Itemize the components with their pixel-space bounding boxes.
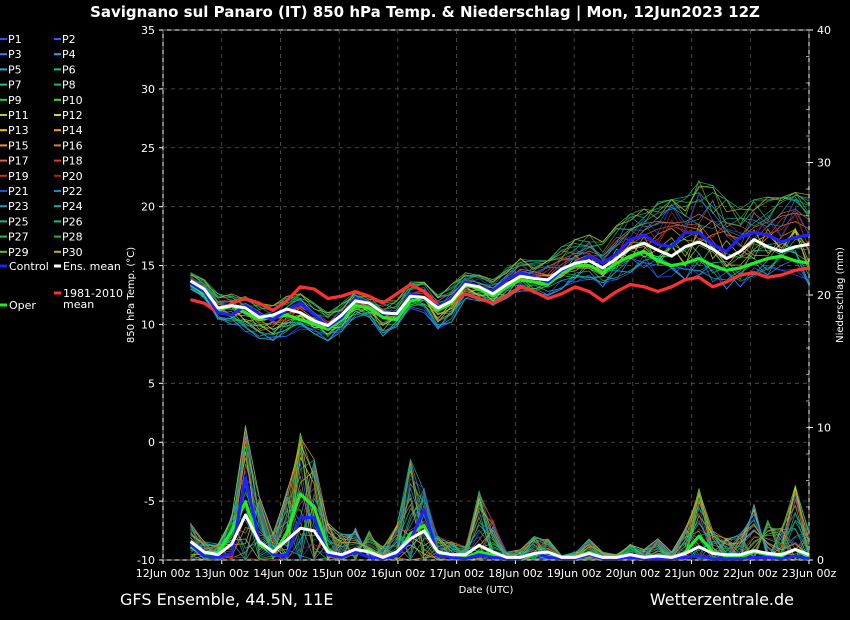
x-tick-label: 13Jun 00z xyxy=(195,567,250,580)
y2-tick-label: 30 xyxy=(817,157,831,170)
y-tick-label: 30 xyxy=(141,83,155,96)
legend-label: P2 xyxy=(62,33,76,46)
x-tick-label: 12Jun 00z xyxy=(136,567,191,580)
y-tick-label: 10 xyxy=(141,318,155,331)
series-temp-line xyxy=(189,231,810,329)
legend-label-cont: mean xyxy=(63,298,94,311)
legend-label: P29 xyxy=(8,246,29,259)
y-tick-label: 35 xyxy=(141,24,155,37)
footer-model: GFS Ensemble, 44.5N, 11E xyxy=(120,590,333,609)
legend-label: P27 xyxy=(8,231,29,244)
legend-label: P15 xyxy=(8,139,29,152)
x-tick-label: 19Jun 00z xyxy=(547,567,602,580)
y-axis-ticks: 35 30 25 20 15 10 5 0 -5 -10 xyxy=(137,24,163,567)
y-tick-label: -10 xyxy=(137,554,155,567)
member-temp-line xyxy=(190,192,810,320)
x-tick-label: 15Jun 00z xyxy=(312,567,367,580)
y-tick-label: -5 xyxy=(144,495,155,508)
legend-label: Control xyxy=(9,260,49,273)
legend-label: P10 xyxy=(62,94,83,107)
legend: P1 P2 P3 P4 P5 P6 P7 P8 P9 P10 P11 P12 P13 P14 P15 P16 P… xyxy=(0,33,123,312)
legend-label: P22 xyxy=(62,185,83,198)
y-tick-label: 25 xyxy=(141,142,155,155)
y-tick-label: 5 xyxy=(148,377,155,390)
y2-tick-label: 10 xyxy=(817,422,831,435)
legend-label: P30 xyxy=(62,246,83,259)
legend-label: P28 xyxy=(62,231,83,244)
footer-source: Wetterzentrale.de xyxy=(650,590,794,609)
x-tick-label: 20Jun 00z xyxy=(606,567,661,580)
legend-label: P3 xyxy=(8,48,22,61)
legend-label: P21 xyxy=(8,185,29,198)
x-tick-label: 23Jun 00z xyxy=(782,567,837,580)
legend-label: P8 xyxy=(62,79,76,92)
legend-label: P7 xyxy=(8,79,22,92)
legend-label: P20 xyxy=(62,170,83,183)
chart-title: Savignano sul Panaro (IT) 850 hPa Temp. … xyxy=(90,3,760,22)
x-axis-ticks: 12Jun 00z 13Jun 00z 14Jun 00z 15Jun 00z 16Ju… xyxy=(136,560,837,580)
legend-label: P18 xyxy=(62,155,83,168)
x-axis-label: Date (UTC) xyxy=(459,585,514,596)
legend-label: P19 xyxy=(8,170,29,183)
y2-tick-label: 40 xyxy=(817,24,831,37)
legend-label: P4 xyxy=(62,48,76,61)
member-temp-line xyxy=(190,227,810,336)
series-temp-line xyxy=(189,238,810,328)
x-tick-label: 18Jun 00z xyxy=(488,567,543,580)
x-tick-label: 16Jun 00z xyxy=(371,567,426,580)
legend-label: P9 xyxy=(8,94,22,107)
x-tick-label: 14Jun 00z xyxy=(253,567,308,580)
legend-label: P5 xyxy=(8,63,22,76)
legend-label: P1 xyxy=(8,33,22,46)
legend-label: P23 xyxy=(8,200,29,213)
legend-label: Ens. mean xyxy=(63,260,121,273)
x-tick-label: 17Jun 00z xyxy=(429,567,484,580)
y-tick-label: 0 xyxy=(148,436,155,449)
legend-label: P11 xyxy=(8,109,29,122)
legend-label: 1981-2010 xyxy=(63,287,123,300)
y-tick-label: 15 xyxy=(141,260,155,273)
series-precip-line xyxy=(189,513,810,559)
series-temp-line xyxy=(189,249,810,331)
legend-label: P6 xyxy=(62,63,76,76)
y2-axis-ticks: 40 30 20 10 0 xyxy=(806,24,831,567)
legend-label: P24 xyxy=(62,200,83,213)
legend-label: P26 xyxy=(62,215,83,228)
x-tick-label: 21Jun 00z xyxy=(664,567,719,580)
legend-label: P13 xyxy=(8,124,29,137)
legend-label: P14 xyxy=(62,124,83,137)
series-precip-line xyxy=(189,476,810,561)
series-temp-line xyxy=(190,266,810,315)
legend-label: Oper xyxy=(9,299,36,312)
y2-tick-label: 0 xyxy=(817,554,824,567)
legend-label: P17 xyxy=(8,155,29,168)
member-temp-line xyxy=(190,179,810,315)
series-lines xyxy=(189,231,810,561)
y-axis-label: 850 hPa Temp. (°C) xyxy=(126,247,137,343)
y-tick-label: 20 xyxy=(141,201,155,214)
y2-tick-label: 20 xyxy=(817,289,831,302)
legend-label: P16 xyxy=(62,139,83,152)
x-tick-label: 22Jun 00z xyxy=(723,567,778,580)
legend-label: P12 xyxy=(62,109,83,122)
legend-label: P25 xyxy=(8,215,29,228)
grid-lines xyxy=(162,29,810,561)
y2-axis-label: Niederschlag (mm) xyxy=(835,247,846,343)
